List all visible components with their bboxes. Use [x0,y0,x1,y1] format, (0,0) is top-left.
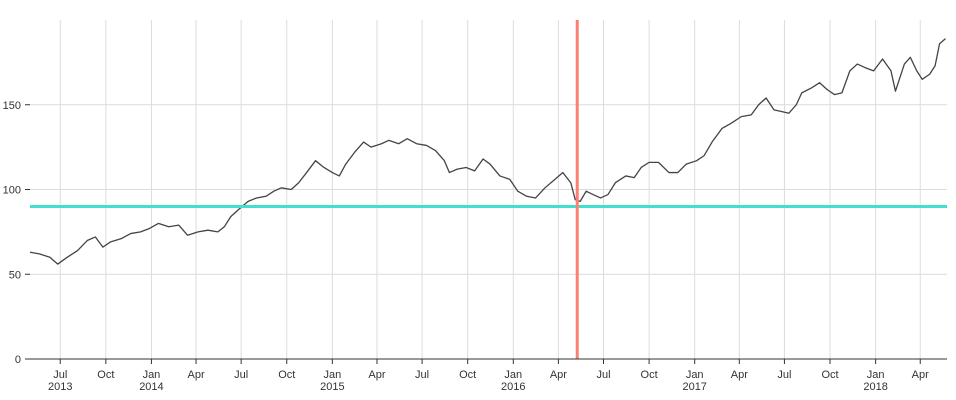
y-tick-label: 50 [9,269,21,281]
grid [30,20,947,359]
x-tick-label: Jan [686,369,704,381]
reference-lines [30,20,947,359]
x-tick-year-label: 2018 [863,381,887,393]
x-tick-label: Apr [731,369,748,381]
x-tick-label: Jan [143,369,161,381]
x-tick-label: Jul [234,369,248,381]
x-tick-label: Jul [53,369,67,381]
x-tick-label: Oct [459,369,476,381]
x-tick-label: Jan [504,369,522,381]
x-tick-year-label: 2016 [501,381,525,393]
y-tick-label: 150 [3,100,21,112]
x-tick-label: Apr [187,369,204,381]
series-line [29,38,946,265]
x-tick-label: Jul [415,369,429,381]
x-tick-label: Jan [867,369,885,381]
x-tick-label: Oct [97,369,114,381]
x-tick-year-label: 2015 [320,381,344,393]
y-tick-label: 100 [3,185,21,197]
x-tick-label: Oct [821,369,838,381]
x-tick-label: Jul [777,369,791,381]
x-tick-label: Apr [368,369,385,381]
series-layer [29,38,946,265]
y-tick-label: 0 [15,354,21,366]
x-tick-label: Oct [641,369,658,381]
x-tick-label: Oct [278,369,295,381]
x-tick-label: Jan [323,369,341,381]
x-tick-label: Apr [550,369,567,381]
x-tick-label: Jul [596,369,610,381]
x-tick-year-label: 2014 [139,381,163,393]
x-tick-year-label: 2017 [682,381,706,393]
x-tick-year-label: 2013 [48,381,72,393]
x-tick-label: Apr [912,369,929,381]
